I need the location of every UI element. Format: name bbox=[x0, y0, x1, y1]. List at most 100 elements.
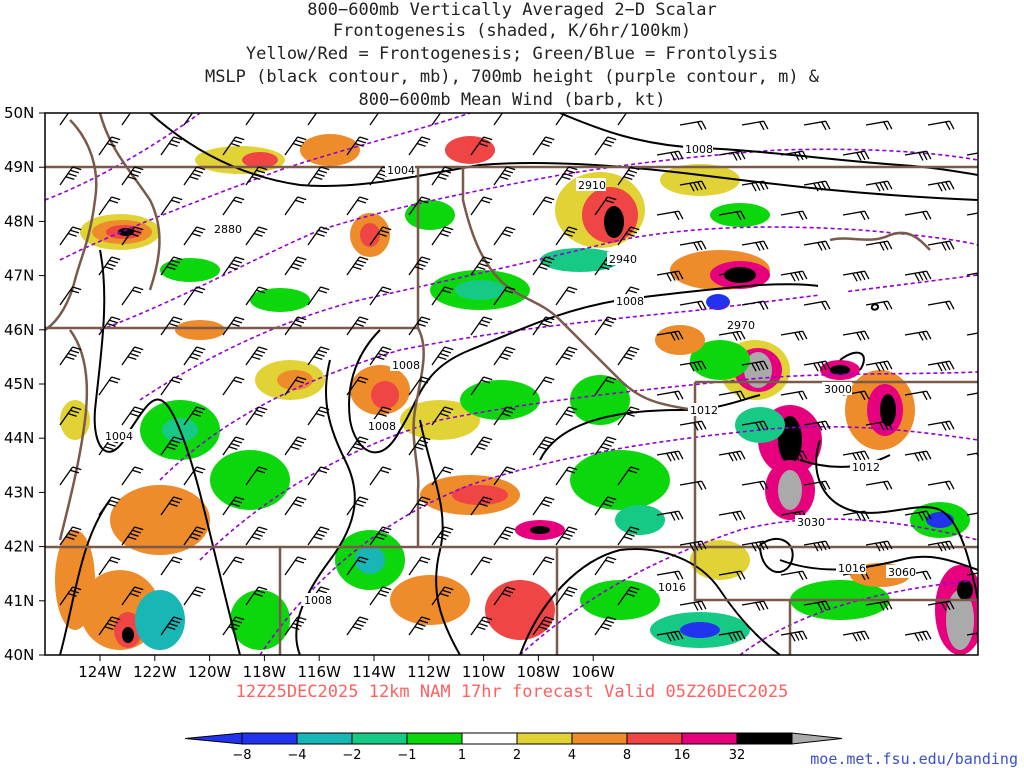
wind-barb bbox=[59, 586, 82, 606]
wind-barb bbox=[408, 556, 431, 576]
wind-barb bbox=[532, 376, 555, 396]
wind-barb bbox=[493, 406, 516, 426]
wind-barb bbox=[679, 480, 707, 491]
wind-barb bbox=[307, 526, 330, 546]
wind-barb bbox=[470, 436, 493, 456]
wind-barb bbox=[594, 496, 617, 516]
wind-barb bbox=[656, 450, 684, 462]
wind-barb bbox=[284, 136, 307, 156]
height-label-layer: 2880 2910 2940 2970 3000 3030 3060 bbox=[212, 178, 916, 579]
wind-barb bbox=[160, 316, 183, 336]
wind-barb bbox=[346, 136, 369, 156]
pressure-label: 1008 bbox=[685, 143, 713, 156]
pressure-label: 1008 bbox=[616, 295, 644, 308]
wind-barb bbox=[470, 556, 493, 576]
colorbar-label: 16 bbox=[674, 748, 691, 763]
wind-barb bbox=[741, 180, 769, 192]
wind-barb bbox=[307, 226, 330, 246]
wind-barb bbox=[160, 556, 183, 576]
wind-barb bbox=[718, 210, 746, 221]
wind-barb bbox=[679, 600, 707, 611]
wind-barb bbox=[284, 376, 307, 396]
wind-barb bbox=[493, 226, 516, 246]
wind-barb bbox=[679, 120, 707, 131]
wind-barb bbox=[408, 496, 431, 516]
wind-barb bbox=[369, 406, 392, 426]
wind-barb bbox=[842, 450, 870, 462]
wind-barb bbox=[927, 540, 955, 552]
wind-barb bbox=[904, 330, 932, 341]
credit-link[interactable]: moe.met.fsu.edu/banding bbox=[810, 750, 1018, 768]
wind-barb bbox=[307, 286, 330, 306]
colorbar-segment bbox=[626, 732, 683, 745]
wind-barb bbox=[555, 346, 578, 366]
wind-barb bbox=[98, 136, 121, 156]
wind-barb bbox=[617, 346, 640, 366]
wind-barb bbox=[245, 166, 268, 186]
height-label: 2880 bbox=[214, 223, 242, 236]
colorbar-segment bbox=[571, 732, 628, 745]
wind-barb bbox=[865, 240, 893, 251]
lat-label: 44N bbox=[4, 429, 34, 447]
wind-barb bbox=[222, 376, 245, 396]
wind-barb bbox=[555, 166, 578, 186]
wind-barb bbox=[865, 120, 893, 131]
wind-barb bbox=[555, 466, 578, 486]
wind-barb bbox=[369, 286, 392, 306]
wind-barb bbox=[555, 226, 578, 246]
wind-barb bbox=[284, 196, 307, 216]
wind-barb bbox=[532, 136, 555, 156]
map-axes: 50N 49N 48N 47N 46N 45N 44N 43N 42N 41N 40N 124W 122… bbox=[4, 104, 615, 681]
wind-barb bbox=[183, 286, 206, 306]
lat-label: 50N bbox=[4, 104, 34, 122]
lon-label: 110W bbox=[462, 663, 506, 681]
wind-barb bbox=[718, 270, 746, 282]
height-label: 3030 bbox=[797, 516, 825, 529]
wind-barb bbox=[865, 420, 893, 431]
wind-barb bbox=[284, 616, 307, 636]
wind-barb bbox=[493, 113, 513, 126]
lat-label: 48N bbox=[4, 212, 34, 230]
wind-barb bbox=[470, 316, 493, 336]
wind-barb bbox=[245, 406, 268, 426]
wind-barb bbox=[121, 466, 144, 486]
wind-barb bbox=[532, 316, 555, 336]
wind-barb bbox=[927, 420, 955, 431]
wind-barb bbox=[431, 226, 454, 246]
wind-barb bbox=[346, 196, 369, 216]
lat-label: 41N bbox=[4, 592, 34, 610]
wind-barb bbox=[803, 420, 831, 431]
wind-barb bbox=[594, 316, 617, 336]
wind-barb bbox=[718, 150, 746, 161]
wind-barb bbox=[408, 316, 431, 336]
pressure-label: 1004 bbox=[387, 164, 415, 177]
wind-barb bbox=[555, 406, 578, 426]
lat-label: 42N bbox=[4, 538, 34, 556]
wind-barb bbox=[656, 270, 684, 282]
wind-barb bbox=[679, 540, 707, 552]
colorbar-label: 2 bbox=[513, 748, 521, 763]
wind-barb bbox=[470, 196, 493, 216]
wind-barb bbox=[865, 480, 893, 491]
wind-barb bbox=[431, 526, 454, 546]
colorbar-segment bbox=[241, 732, 298, 745]
colorbar-label: 32 bbox=[729, 748, 746, 763]
wind-barb bbox=[555, 526, 578, 546]
wind-barb bbox=[369, 113, 389, 126]
pressure-label: 1012 bbox=[852, 461, 880, 474]
wind-barb bbox=[183, 406, 206, 426]
colorbar-segment bbox=[461, 732, 518, 745]
wind-barb bbox=[741, 600, 769, 611]
wind-barb bbox=[470, 256, 493, 276]
wind-barb bbox=[245, 226, 268, 246]
colorbar-label: 1 bbox=[458, 748, 466, 763]
wind-barb bbox=[741, 360, 769, 372]
wind-barb bbox=[160, 496, 183, 516]
wind-barb bbox=[842, 330, 870, 341]
wind-barb bbox=[803, 540, 831, 552]
wind-barb bbox=[741, 540, 769, 552]
wind-barb bbox=[780, 570, 808, 581]
wind-barb bbox=[927, 120, 955, 131]
wind-barb bbox=[927, 300, 955, 311]
wind-barb bbox=[842, 150, 870, 161]
